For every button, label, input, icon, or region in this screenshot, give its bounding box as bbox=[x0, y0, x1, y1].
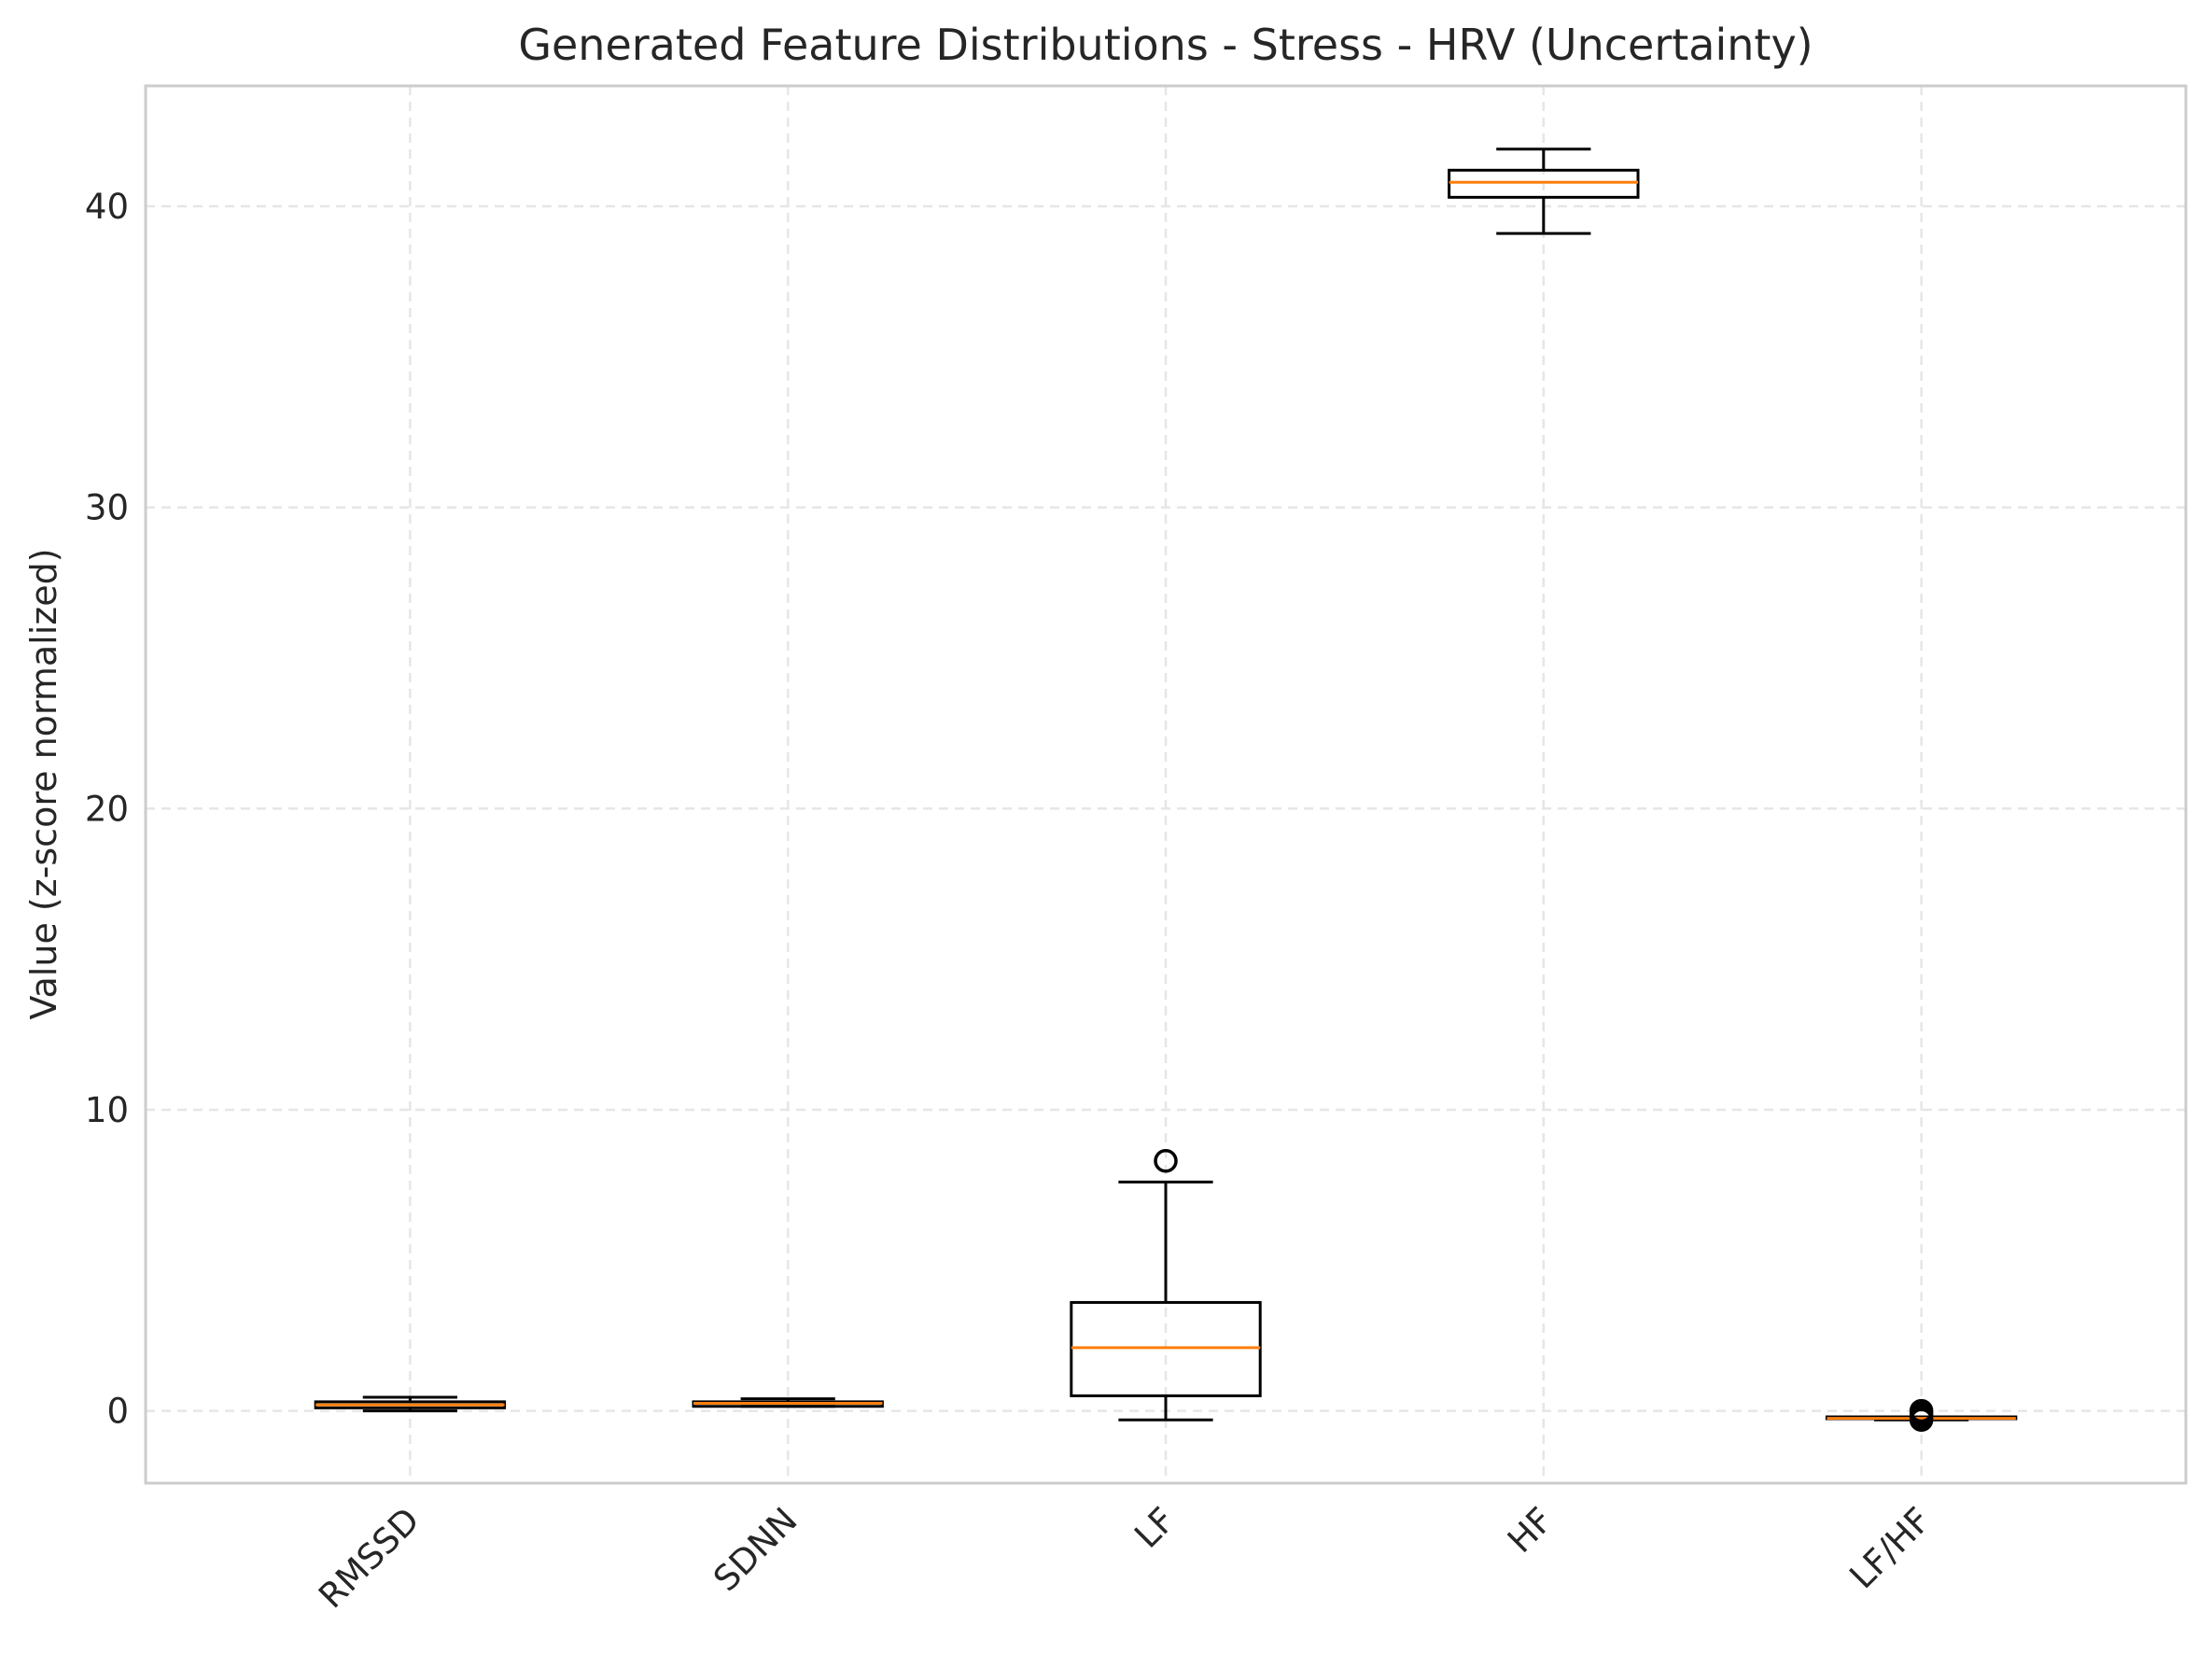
box-group bbox=[1070, 1149, 1262, 1422]
box-group bbox=[1825, 1398, 2018, 1432]
y-tick-label: 20 bbox=[85, 789, 129, 829]
y-tick-label: 30 bbox=[85, 488, 129, 528]
box-group bbox=[692, 1397, 884, 1408]
box-iqr bbox=[1448, 168, 1640, 199]
outlier-point bbox=[1154, 1149, 1178, 1173]
y-axis-label: Value (z-score normalized) bbox=[23, 548, 64, 1019]
box-group bbox=[1448, 147, 1640, 235]
box-iqr bbox=[1070, 1300, 1262, 1397]
chart-title: Generated Feature Distributions - Stress… bbox=[518, 20, 1813, 70]
plot-frame bbox=[144, 84, 2188, 1485]
y-tick-label: 10 bbox=[85, 1090, 129, 1130]
box-group bbox=[314, 1395, 507, 1413]
outlier-point bbox=[1909, 1398, 1934, 1423]
y-tick-label: 0 bbox=[106, 1392, 129, 1432]
y-tick-label: 40 bbox=[85, 187, 129, 227]
